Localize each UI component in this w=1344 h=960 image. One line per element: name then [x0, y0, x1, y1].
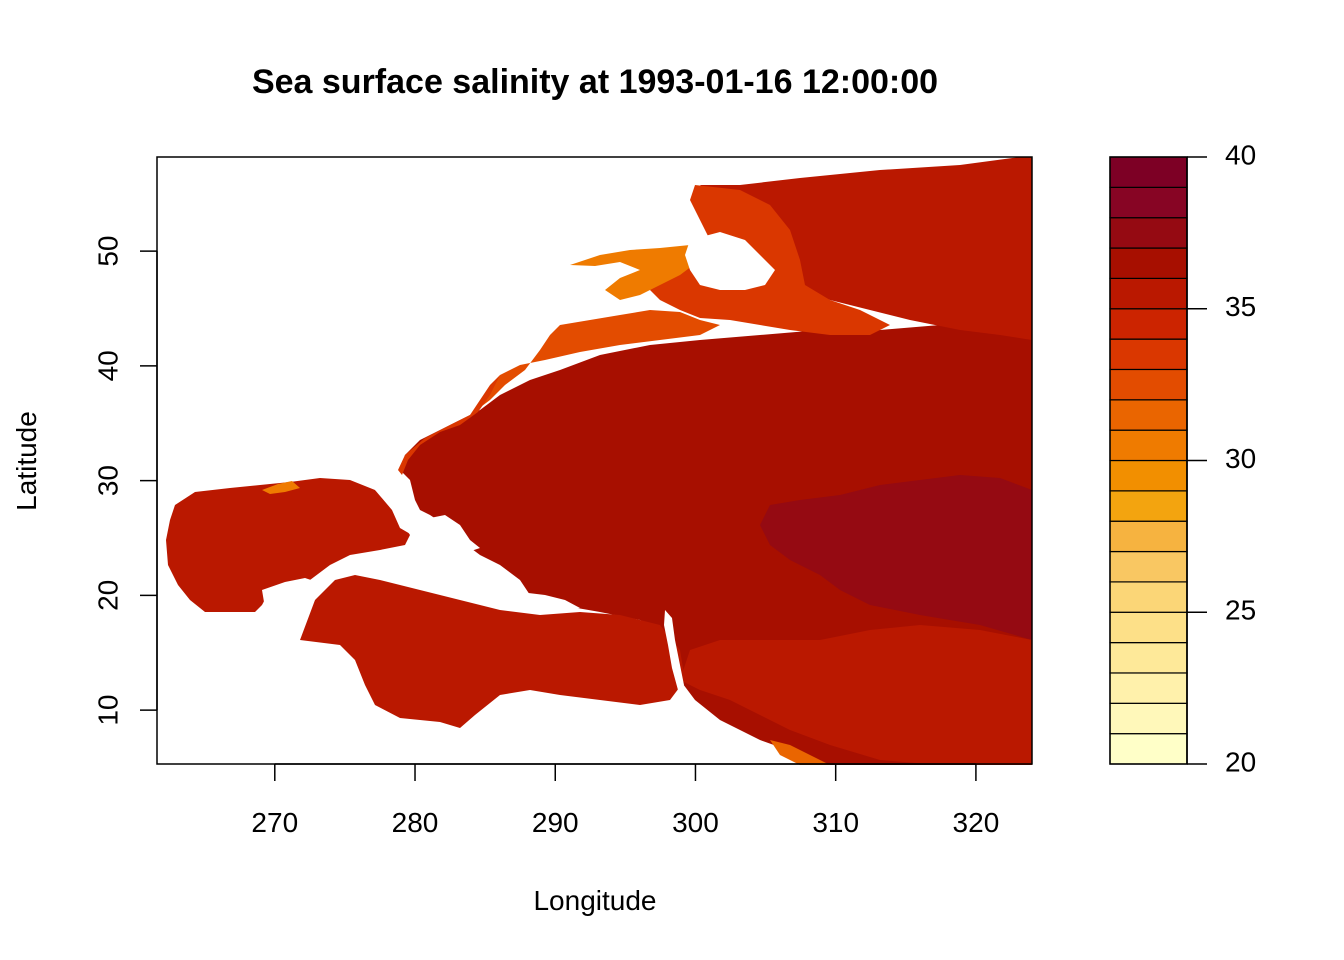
y-axis: 10 20 30 40 50 — [92, 236, 158, 726]
land-yucatan — [262, 578, 320, 640]
x-axis: 270 280 290 300 310 320 — [251, 763, 1000, 838]
colorbar-swatch — [1109, 156, 1188, 188]
colorbar-swatch — [1109, 186, 1188, 219]
colorbar: 20 25 30 35 40 — [1109, 139, 1256, 777]
land-florida — [375, 480, 418, 535]
region-caribbean-sea — [300, 575, 685, 728]
y-tick-label: 30 — [92, 465, 123, 496]
colorbar-swatch — [1109, 550, 1188, 583]
region-gulf-of-st-lawrence — [570, 240, 710, 300]
x-tick-label: 290 — [532, 807, 579, 838]
region-amazon-plume — [770, 740, 830, 765]
x-tick-label: 320 — [953, 807, 1000, 838]
region-mississippi-plume — [262, 481, 300, 494]
colorbar-swatch — [1109, 611, 1188, 644]
colorbar-swatch — [1109, 368, 1188, 401]
land-lesser-antilles — [664, 610, 684, 690]
colorbar-swatch — [1109, 459, 1188, 492]
colorbar-tick-label: 30 — [1225, 443, 1256, 474]
colorbar-tick-label: 35 — [1225, 291, 1256, 322]
colorbar-swatch — [1109, 520, 1188, 553]
map-layer — [166, 157, 1032, 765]
colorbar-swatch — [1109, 217, 1188, 249]
colorbar-swatch — [1109, 672, 1188, 704]
colorbar-swatch — [1109, 277, 1188, 310]
x-tick-label: 310 — [812, 807, 859, 838]
colorbar-swatch — [1109, 308, 1188, 340]
region-labrador-shelf — [650, 185, 890, 335]
y-tick-label: 40 — [92, 350, 123, 381]
x-axis-label: Longitude — [533, 885, 656, 916]
colorbar-swatch — [1109, 641, 1188, 674]
region-scotian-shelf — [470, 310, 720, 415]
region-tropical-south — [680, 625, 1032, 765]
land-cuba — [355, 558, 500, 590]
colorbar-swatch — [1109, 490, 1188, 522]
colorbar-swatch — [1109, 581, 1188, 613]
region-gulf-of-mexico — [166, 478, 410, 612]
colorbar-swatch — [1109, 399, 1188, 431]
colorbar-tick-label: 20 — [1225, 746, 1256, 777]
y-tick-label: 10 — [92, 694, 123, 725]
colorbar-tick-label: 40 — [1225, 139, 1256, 170]
land-newfoundland — [685, 232, 775, 290]
land-hispaniola — [500, 592, 580, 612]
colorbar-tick-label: 25 — [1225, 595, 1256, 626]
colorbar-swatch — [1109, 733, 1188, 765]
colorbar-swatch — [1109, 702, 1188, 735]
y-axis-label: Latitude — [11, 411, 42, 511]
x-tick-label: 280 — [392, 807, 439, 838]
region-subtropical-max — [760, 475, 1032, 640]
colorbar-swatch — [1109, 429, 1188, 462]
x-tick-label: 300 — [672, 807, 719, 838]
y-tick-label: 20 — [92, 580, 123, 611]
colorbar-swatch — [1109, 247, 1188, 280]
colorbar-swatch — [1109, 338, 1188, 371]
x-tick-label: 270 — [251, 807, 298, 838]
region-north-atlantic — [700, 157, 1032, 340]
land-bahamas — [430, 515, 480, 552]
chart-title: Sea surface salinity at 1993-01-16 12:00… — [252, 63, 938, 101]
y-tick-label: 50 — [92, 236, 123, 267]
